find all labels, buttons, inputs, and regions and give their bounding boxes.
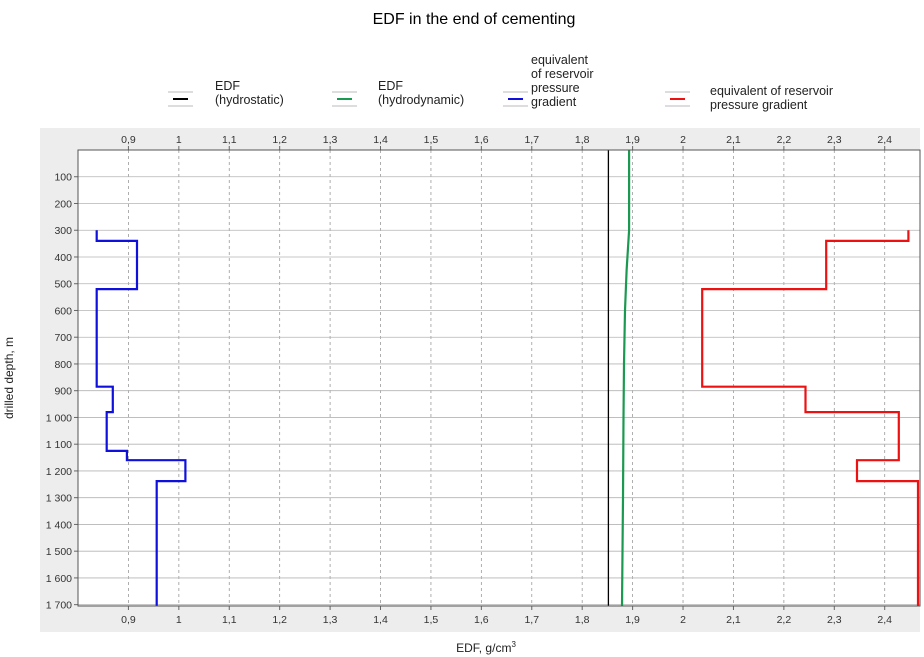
x-tick-label-top: 1,6: [474, 134, 489, 146]
x-tick-label-top: 2,1: [726, 134, 741, 146]
legend-label-line: EDF: [215, 79, 240, 93]
legend-label-line: pressure gradient: [710, 98, 808, 112]
x-tick-label-top: 1,1: [222, 134, 237, 146]
x-tick-label-top: 2,2: [777, 134, 792, 146]
y-tick-label: 700: [54, 332, 72, 344]
x-tick-label-top: 1,3: [323, 134, 338, 146]
chart-title: EDF in the end of cementing: [373, 11, 576, 28]
grid: [74, 146, 920, 610]
y-tick-label: 1 300: [46, 493, 72, 505]
y-tick-label: 1 100: [46, 439, 72, 451]
x-tick-label-bottom: 2,1: [726, 614, 741, 626]
y-tick-label: 600: [54, 305, 72, 317]
y-tick-label: 1 000: [46, 412, 72, 424]
y-ticks: 100 200 300 400 500 600 700 800 900 1 000 1 100 1 2…: [46, 172, 72, 612]
x-tick-label-bottom: 1,2: [272, 614, 287, 626]
y-tick-label: 1 200: [46, 466, 72, 478]
legend-label-1: EDF (hydrostatic): [215, 79, 284, 107]
series-line-2: [620, 150, 631, 607]
series-line-3: [95, 230, 187, 606]
legend-label-line: (hydrostatic): [215, 93, 284, 107]
plot-border: [77, 149, 921, 607]
x-axis-label-superscript: 3: [511, 640, 516, 649]
x-tick-label-bottom: 1,9: [625, 614, 640, 626]
x-tick-label-top: 1,4: [373, 134, 388, 146]
series-line-4: [701, 230, 920, 606]
legend-label-line: of reservoir: [531, 67, 594, 81]
x-tick-label-bottom: 1,4: [373, 614, 388, 626]
y-tick-label: 1 700: [46, 600, 72, 612]
y-tick-label: 300: [54, 225, 72, 237]
x-axis-label-text: EDF, g/cm: [456, 641, 511, 655]
legend: EDF (hydrostatic)EDF (hydrodynamic)equival…: [168, 53, 833, 112]
x-tick-label-top: 1,7: [524, 134, 539, 146]
axis-band-top: [40, 128, 920, 150]
x-tick-label-bottom: 1,5: [424, 614, 439, 626]
legend-label-line: gradient: [531, 95, 577, 109]
x-tick-label-top: 1,5: [424, 134, 439, 146]
x-tick-label-top: 2,4: [877, 134, 892, 146]
x-tick-label-top: 0,9: [121, 134, 136, 146]
y-tick-label: 800: [54, 359, 72, 371]
y-tick-label: 500: [54, 279, 72, 291]
y-tick-label: 900: [54, 386, 72, 398]
legend-label-3: equivalent of reservoir pressure gradient: [531, 53, 594, 109]
x-tick-label-top: 1,2: [272, 134, 287, 146]
legend-label-4: equivalent of reservoir pressure gradient: [710, 84, 833, 112]
x-tick-label-bottom: 2,2: [777, 614, 792, 626]
y-tick-label: 1 400: [46, 519, 72, 531]
legend-label-2: EDF (hydrodynamic): [378, 79, 464, 107]
y-tick-label: 100: [54, 172, 72, 184]
y-tick-label: 200: [54, 198, 72, 210]
x-tick-label-bottom: 2: [680, 614, 686, 626]
y-tick-label: 1 600: [46, 573, 72, 585]
plot-area: [78, 150, 920, 606]
legend-label-line: pressure: [531, 81, 580, 95]
x-tick-label-bottom: 1,7: [524, 614, 539, 626]
x-tick-label-bottom: 1,8: [575, 614, 590, 626]
x-tick-label-bottom: 0,9: [121, 614, 136, 626]
x-tick-label-top: 1: [176, 134, 182, 146]
axis-band-left: [40, 150, 78, 606]
x-tick-label-top: 1,8: [575, 134, 590, 146]
x-axis-label: EDF, g/cm3: [456, 640, 516, 655]
x-tick-label-bottom: 1,6: [474, 614, 489, 626]
legend-label-line: EDF: [378, 79, 403, 93]
x-ticks-bottom: 0,9 1 1,1 1,2 1,3 1,4 1,5 1,6 1,7 1,8 1,9 2 2,1 2,2 2,…: [121, 614, 892, 626]
x-ticks-top: 0,9 1 1,1 1,2 1,3 1,4 1,5 1,6 1,7 1,8 1,9 2 2,1 2,2 2,…: [121, 134, 892, 146]
y-axis-label: drilled depth, m: [2, 337, 16, 419]
legend-label-line: equivalent of reservoir: [710, 84, 833, 98]
legend-label-line: equivalent: [531, 53, 589, 67]
x-tick-label-bottom: 2,3: [827, 614, 842, 626]
x-tick-label-bottom: 2,4: [877, 614, 892, 626]
y-tick-label: 1 500: [46, 546, 72, 558]
x-tick-label-bottom: 1: [176, 614, 182, 626]
x-tick-label-top: 1,9: [625, 134, 640, 146]
x-tick-label-top: 2: [680, 134, 686, 146]
y-tick-label: 400: [54, 252, 72, 264]
x-tick-label-bottom: 1,1: [222, 614, 237, 626]
x-tick-label-top: 2,3: [827, 134, 842, 146]
series-group: [95, 150, 920, 607]
legend-label-line: (hydrodynamic): [378, 93, 464, 107]
x-tick-label-bottom: 1,3: [323, 614, 338, 626]
axis-band-bottom: [40, 606, 920, 632]
